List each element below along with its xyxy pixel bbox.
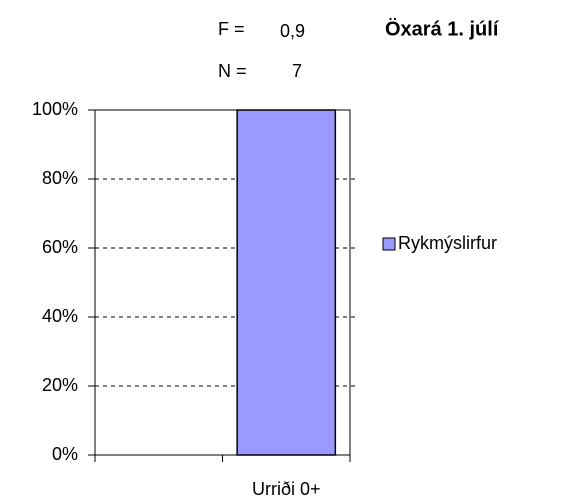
y-tick-label: 0% xyxy=(52,444,78,464)
chart-title: Öxará 1. júlí xyxy=(385,17,500,40)
annotation: 0,9 xyxy=(280,21,305,41)
annotation: F = xyxy=(218,19,245,39)
y-tick-label: 20% xyxy=(42,375,78,395)
legend-label: Rykmýslirfur xyxy=(398,233,497,253)
annotation: 7 xyxy=(292,61,302,81)
y-tick-label: 80% xyxy=(42,168,78,188)
y-tick-label: 60% xyxy=(42,237,78,257)
annotation: N = xyxy=(218,61,247,81)
y-tick-label: 100% xyxy=(32,99,78,119)
legend-swatch xyxy=(382,237,396,251)
y-tick-label: 40% xyxy=(42,306,78,326)
x-tick-label: Urriði 0+ xyxy=(252,479,321,499)
bar xyxy=(236,109,337,456)
